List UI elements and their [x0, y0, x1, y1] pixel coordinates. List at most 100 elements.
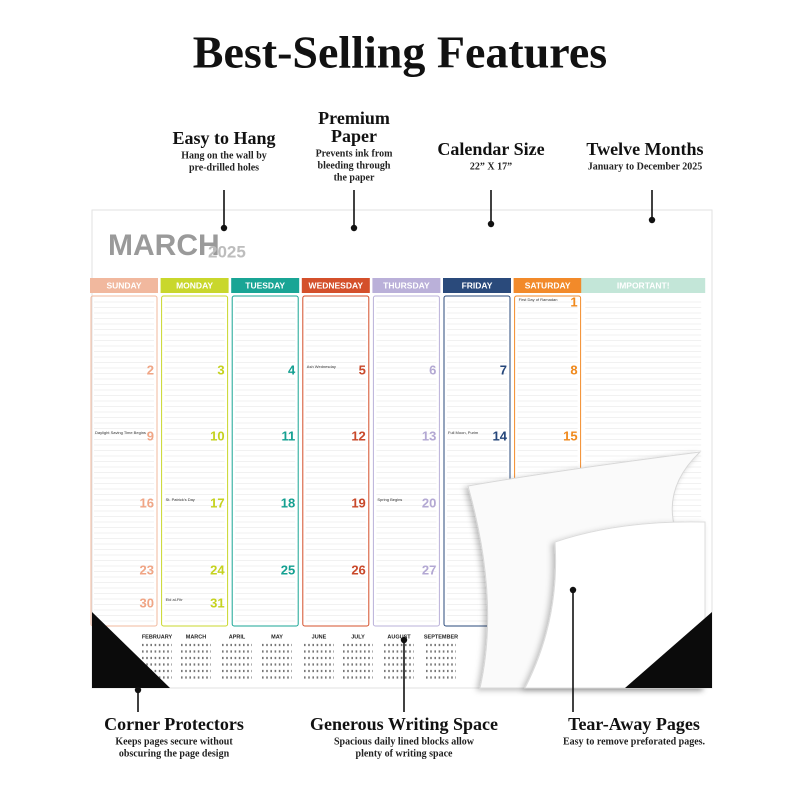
- feature-title: Corner Protectors: [104, 714, 244, 734]
- mini-month-name: APRIL: [229, 634, 246, 640]
- date-number: 20: [422, 495, 436, 510]
- month: MARCH: [108, 229, 220, 262]
- day-header: [90, 278, 158, 293]
- day-name: TUESDAY: [245, 280, 285, 290]
- feature-title: Paper: [331, 126, 377, 146]
- day-column: [443, 295, 511, 627]
- day-header: [160, 278, 229, 293]
- day-header: [231, 278, 300, 293]
- day-name: SATURDAY: [525, 280, 571, 290]
- corner-protector: [625, 612, 712, 688]
- date-number: 5: [359, 362, 366, 377]
- feature-title: Tear-Away Pages: [568, 714, 700, 734]
- date-number: 27: [422, 562, 436, 577]
- notes-label: IMPORTANT!: [617, 280, 670, 290]
- feature-description: January to December 2025: [588, 161, 703, 172]
- event-note: First Day of Ramadan: [519, 297, 558, 302]
- date-number: 3: [217, 362, 224, 377]
- date-number: 24: [210, 562, 225, 577]
- date-number: 1: [570, 294, 577, 309]
- mini-month-name: JUNE: [312, 634, 327, 640]
- date-number: 15: [563, 428, 577, 443]
- feature-description: Hang on the wall by: [181, 150, 267, 161]
- date-number: 7: [500, 362, 507, 377]
- overlays: [92, 451, 712, 689]
- date-number: 9: [147, 428, 154, 443]
- date-number: 12: [351, 428, 365, 443]
- mini-month-name: JULY: [351, 634, 365, 640]
- callout-dot: [220, 224, 228, 232]
- date-number: 2: [147, 362, 154, 377]
- feature-description: plenty of writing space: [356, 748, 454, 759]
- notes-header: [581, 278, 706, 293]
- date-number: 26: [351, 562, 365, 577]
- date-number: 30: [140, 595, 154, 610]
- event-note: Ash Wednesday: [307, 364, 336, 369]
- callout-dot: [350, 224, 358, 232]
- day-name: SUNDAY: [106, 280, 141, 290]
- callout-dot: [648, 216, 656, 224]
- day-name: WEDNESDAY: [309, 280, 364, 290]
- feature-title: Calendar Size: [437, 139, 544, 159]
- callout-dot: [134, 686, 142, 694]
- date-number: 19: [351, 495, 365, 510]
- mini-month-name: MARCH: [186, 634, 206, 640]
- date-number: 13: [422, 428, 436, 443]
- callout-dot: [487, 220, 495, 228]
- callout-dot: [569, 586, 577, 594]
- feature-description: pre-drilled holes: [189, 162, 259, 173]
- day-name: FRIDAY: [462, 280, 493, 290]
- day-header: [301, 278, 370, 293]
- mini-month-name: MAY: [271, 634, 283, 640]
- mini-month-name: AUGUST: [387, 634, 411, 640]
- date-number: 17: [210, 495, 224, 510]
- day-name: THURSDAY: [383, 280, 430, 290]
- feature-description: obscuring the page design: [119, 748, 230, 759]
- date-number: 4: [288, 362, 296, 377]
- feature-description: bleeding through: [318, 160, 391, 171]
- mini-month-name: SEPTEMBER: [424, 634, 458, 640]
- feature-title: Easy to Hang: [172, 128, 275, 148]
- day-header: [443, 278, 511, 293]
- date-number: 23: [140, 562, 154, 577]
- corner-protector: [92, 612, 170, 688]
- day-column: [302, 295, 370, 627]
- year: 2025: [208, 242, 246, 261]
- day-column: [90, 295, 158, 627]
- page-title: Best-Selling Features: [193, 27, 607, 78]
- date-number: 10: [210, 428, 224, 443]
- feature-title: Premium: [318, 108, 390, 128]
- feature-description: Prevents ink from: [316, 148, 394, 159]
- feature-description: 22” X 17”: [470, 161, 512, 172]
- date-number: 16: [140, 495, 154, 510]
- date-number: 14: [493, 428, 508, 443]
- day-column: [372, 295, 440, 627]
- feature-description: Easy to remove preforated pages.: [563, 736, 706, 747]
- date-number: 25: [281, 562, 295, 577]
- date-number: 31: [210, 595, 224, 610]
- features: Easy to Hang Hang on the wall bypre-drill…: [104, 108, 705, 759]
- event-note: St. Patrick's Day: [166, 497, 195, 502]
- day-column: [231, 295, 299, 627]
- feature-description: Keeps pages secure without: [115, 736, 233, 747]
- date-number: 8: [570, 362, 577, 377]
- feature-title: Generous Writing Space: [310, 714, 498, 734]
- feature-description: the paper: [334, 172, 375, 183]
- event-note: Full Moon, Purim: [448, 430, 479, 435]
- date-number: 6: [429, 362, 436, 377]
- day-header: [372, 278, 441, 293]
- mini-month-name: FEBRUARY: [142, 634, 173, 640]
- feature-title: Twelve Months: [586, 139, 703, 159]
- callout-dot: [400, 636, 408, 644]
- day-header: [513, 278, 582, 293]
- event-note: Eid al-Fitr: [166, 597, 184, 602]
- date-number: 18: [281, 495, 295, 510]
- day-name: MONDAY: [176, 280, 213, 290]
- event-note: Daylight Saving Time Begins: [95, 430, 146, 435]
- event-note: Spring Begins: [377, 497, 402, 502]
- day-column: [161, 295, 229, 627]
- date-number: 11: [281, 428, 295, 443]
